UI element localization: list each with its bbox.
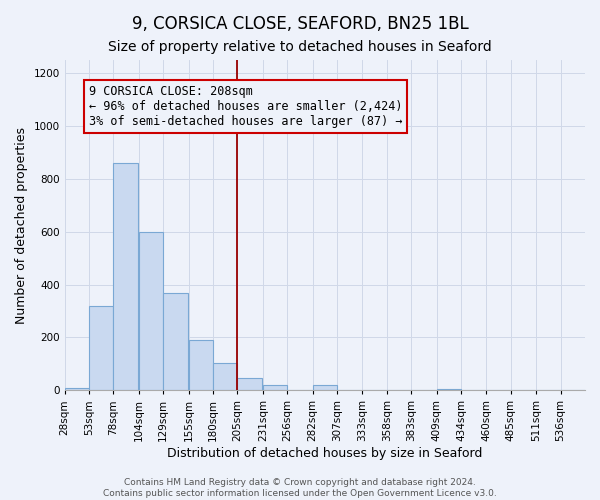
Bar — [238, 378, 262, 390]
Text: 9 CORSICA CLOSE: 208sqm
← 96% of detached houses are smaller (2,424)
3% of semi-: 9 CORSICA CLOSE: 208sqm ← 96% of detache… — [89, 85, 403, 128]
Text: Size of property relative to detached houses in Seaford: Size of property relative to detached ho… — [108, 40, 492, 54]
Bar — [437, 389, 461, 390]
Bar — [188, 340, 213, 390]
Bar — [163, 292, 188, 390]
Text: 9, CORSICA CLOSE, SEAFORD, BN25 1BL: 9, CORSICA CLOSE, SEAFORD, BN25 1BL — [131, 15, 469, 33]
Y-axis label: Number of detached properties: Number of detached properties — [15, 126, 28, 324]
Text: Contains HM Land Registry data © Crown copyright and database right 2024.
Contai: Contains HM Land Registry data © Crown c… — [103, 478, 497, 498]
X-axis label: Distribution of detached houses by size in Seaford: Distribution of detached houses by size … — [167, 447, 482, 460]
Bar — [263, 385, 287, 390]
Bar — [89, 306, 113, 390]
Bar — [65, 388, 89, 390]
Bar — [313, 385, 337, 390]
Bar — [139, 232, 163, 390]
Bar — [113, 163, 138, 390]
Bar — [213, 362, 238, 390]
